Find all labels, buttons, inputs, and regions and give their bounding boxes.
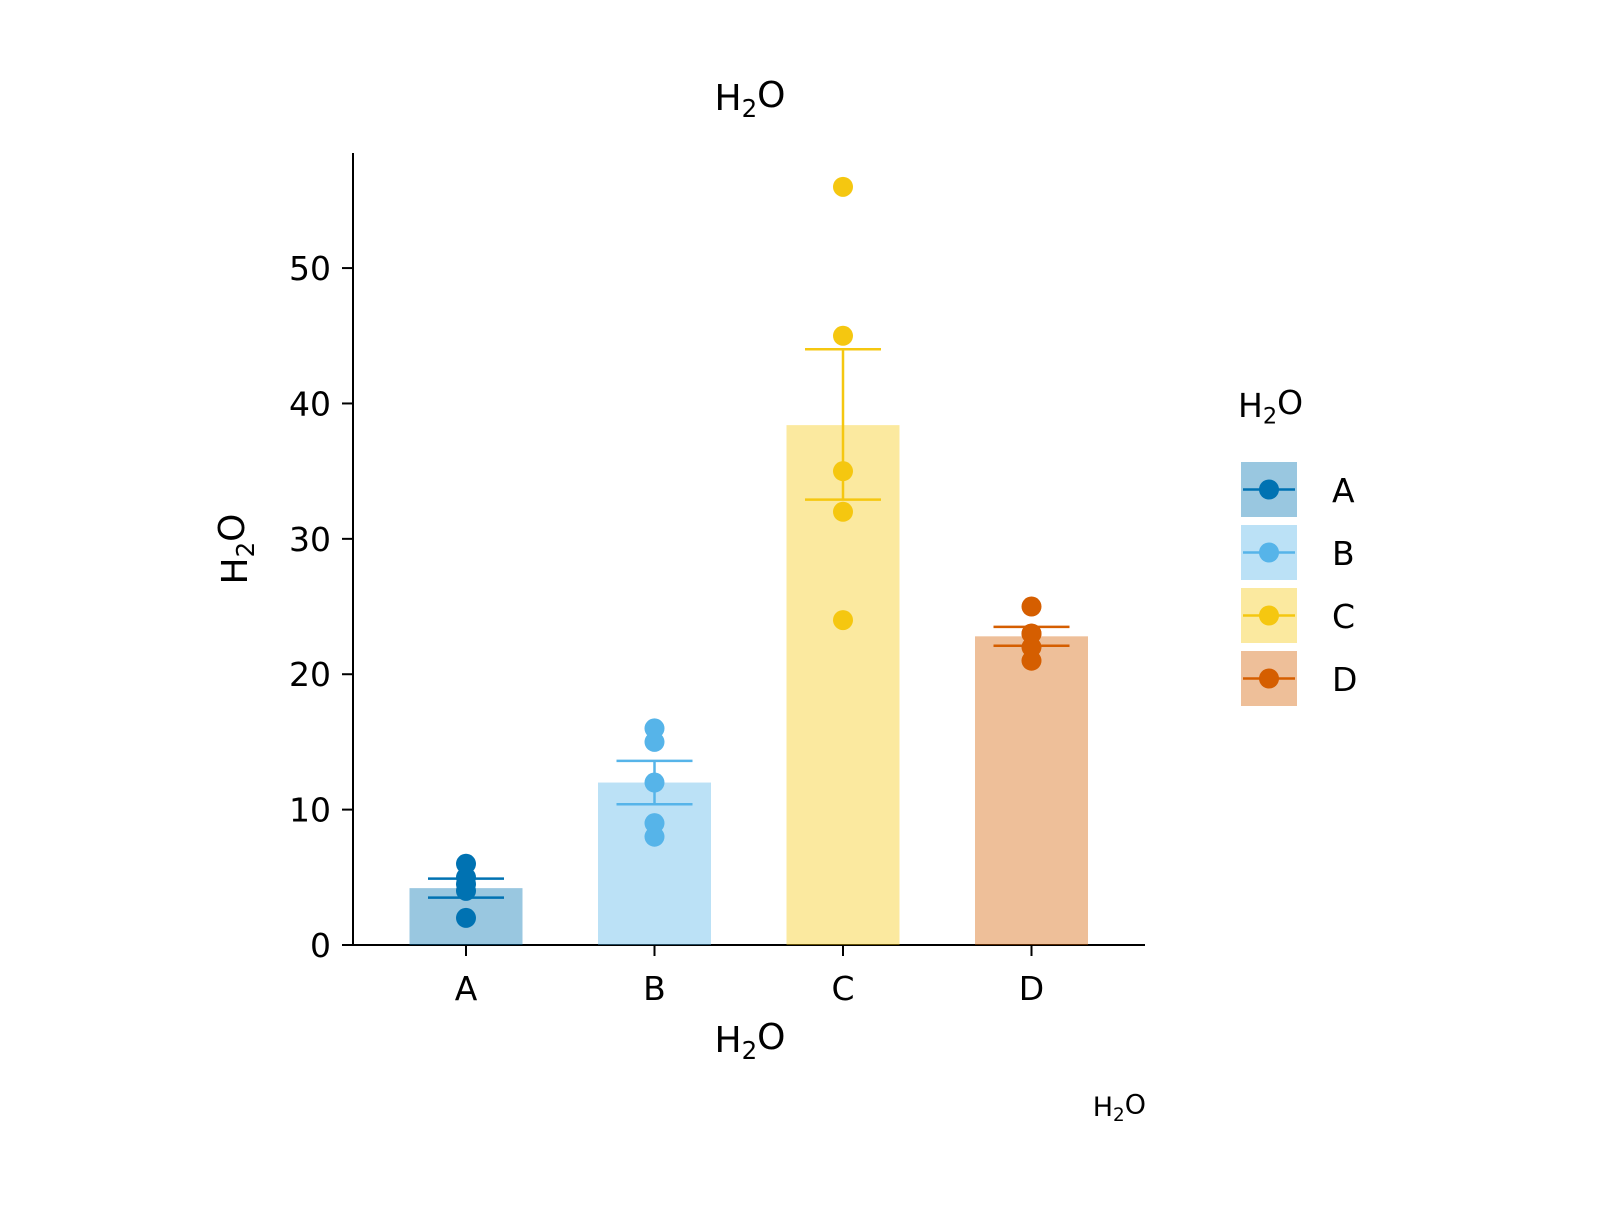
legend-entry-B: B xyxy=(1241,525,1355,580)
legend-entry-D: D xyxy=(1241,651,1357,706)
point-C-1 xyxy=(833,610,853,631)
x-tick-label-A: A xyxy=(455,969,478,1008)
legend-label-D: D xyxy=(1332,660,1357,699)
point-C-2 xyxy=(833,501,853,522)
legend-label-B: B xyxy=(1332,534,1355,573)
x-tick-label-C: C xyxy=(831,969,854,1008)
y-tick-label-0: 0 xyxy=(310,926,331,965)
x-tick-label-B: B xyxy=(643,969,666,1008)
x-ticks: A B C D xyxy=(455,945,1044,1008)
chart-caption: H2O xyxy=(1093,1090,1146,1127)
legend-marker-D xyxy=(1259,668,1279,689)
point-C-4 xyxy=(833,325,853,346)
point-B-5 xyxy=(644,718,665,739)
point-D-4 xyxy=(1021,623,1042,644)
legend-marker-A xyxy=(1259,479,1279,500)
y-tick-label-30: 30 xyxy=(289,520,331,559)
point-C-3 xyxy=(833,461,853,482)
bar-B xyxy=(598,782,711,945)
legend-label-A: A xyxy=(1332,471,1355,510)
legend-marker-B xyxy=(1259,542,1279,563)
x-tick-label-D: D xyxy=(1019,969,1044,1008)
errorbars-layer xyxy=(428,348,1070,899)
bars-layer xyxy=(409,425,1088,946)
chart-title: H2O xyxy=(715,75,786,123)
legend-marker-C xyxy=(1259,605,1279,626)
legend-entry-A: A xyxy=(1241,462,1355,517)
point-A-5 xyxy=(456,853,476,874)
legend-entry-C: C xyxy=(1241,588,1355,643)
y-ticks: 0 10 20 30 40 50 xyxy=(289,249,353,965)
point-D-5 xyxy=(1021,596,1042,617)
y-axis-label: H2O xyxy=(212,514,260,585)
point-B-3 xyxy=(644,772,665,793)
point-C-5 xyxy=(833,176,853,197)
legend-title: H2O xyxy=(1238,383,1303,429)
points-layer xyxy=(456,176,1042,928)
y-tick-label-40: 40 xyxy=(289,384,331,423)
y-tick-label-10: 10 xyxy=(289,791,331,830)
x-axis-label: H2O xyxy=(715,1017,786,1065)
legend-label-C: C xyxy=(1332,597,1355,636)
y-tick-label-20: 20 xyxy=(289,655,331,694)
point-B-2 xyxy=(644,813,665,834)
bar-D xyxy=(975,636,1088,945)
point-A-1 xyxy=(456,907,476,928)
y-tick-label-50: 50 xyxy=(289,249,331,288)
